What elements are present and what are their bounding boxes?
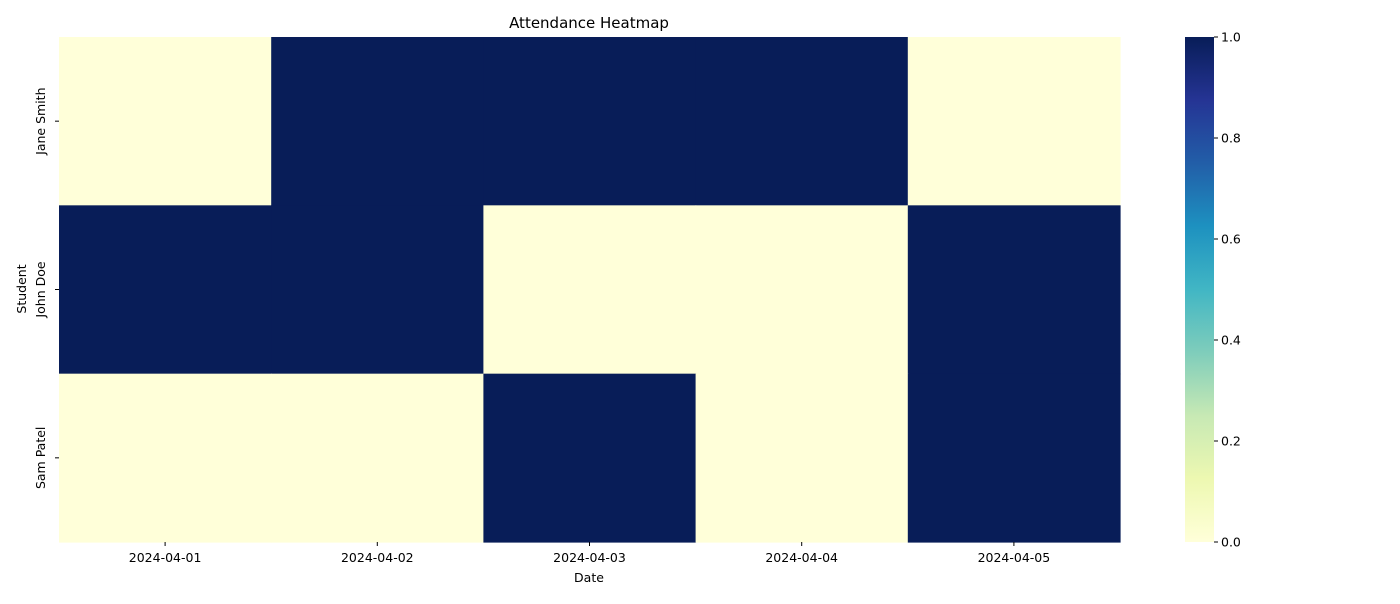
x-tick-label: 2024-04-05 <box>978 550 1051 565</box>
colorbar-tick-label: 1.0 <box>1221 30 1241 45</box>
colorbar-tick-label: 0.8 <box>1221 131 1241 146</box>
x-tick-label: 2024-04-01 <box>129 550 202 565</box>
heatmap-cell <box>907 373 1121 543</box>
colorbar-tick-label: 0.4 <box>1221 333 1241 348</box>
x-tick-label: 2024-04-02 <box>341 550 414 565</box>
heatmap-cell <box>907 205 1121 375</box>
colorbar-tick-label: 0.2 <box>1221 434 1241 449</box>
y-tick-label: John Doe <box>33 261 48 318</box>
y-axis-label: Student <box>14 264 29 313</box>
colorbar-gradient <box>1185 37 1214 542</box>
colorbar-tick-label: 0.6 <box>1221 232 1241 247</box>
heatmap-cell <box>59 373 272 543</box>
heatmap-cell <box>907 37 1121 206</box>
heatmap-cell <box>59 37 272 206</box>
chart-title: Attendance Heatmap <box>509 14 669 32</box>
colorbar-tick-label: 0.0 <box>1221 535 1241 550</box>
heatmap-cell <box>59 205 272 375</box>
heatmap-cell <box>483 205 697 375</box>
heatmap-cell <box>483 37 697 206</box>
heatmap-cell <box>695 37 909 206</box>
colorbar-ticks: 0.0 0.2 0.4 0.6 0.8 1.0 <box>1214 30 1241 550</box>
heatmap-cell <box>271 205 484 375</box>
y-axis-ticks: Jane Smith John Doe Sam Patel <box>33 87 59 489</box>
heatmap-cell <box>483 373 697 543</box>
x-tick-label: 2024-04-03 <box>553 550 626 565</box>
y-tick-label: Jane Smith <box>33 87 48 155</box>
heatmap-cell <box>271 373 484 543</box>
colorbar: 0.0 0.2 0.4 0.6 0.8 1.0 <box>1185 30 1241 550</box>
heatmap-cell <box>695 373 909 543</box>
x-tick-label: 2024-04-04 <box>765 550 838 565</box>
x-axis-ticks: 2024-04-01 2024-04-02 2024-04-03 2024-04-04… <box>129 542 1050 565</box>
x-axis-label: Date <box>574 570 604 585</box>
y-tick-label: Sam Patel <box>33 427 48 489</box>
heatmap-cell <box>271 37 484 206</box>
heatmap-cells <box>59 37 1121 543</box>
heatmap-cell <box>695 205 909 375</box>
